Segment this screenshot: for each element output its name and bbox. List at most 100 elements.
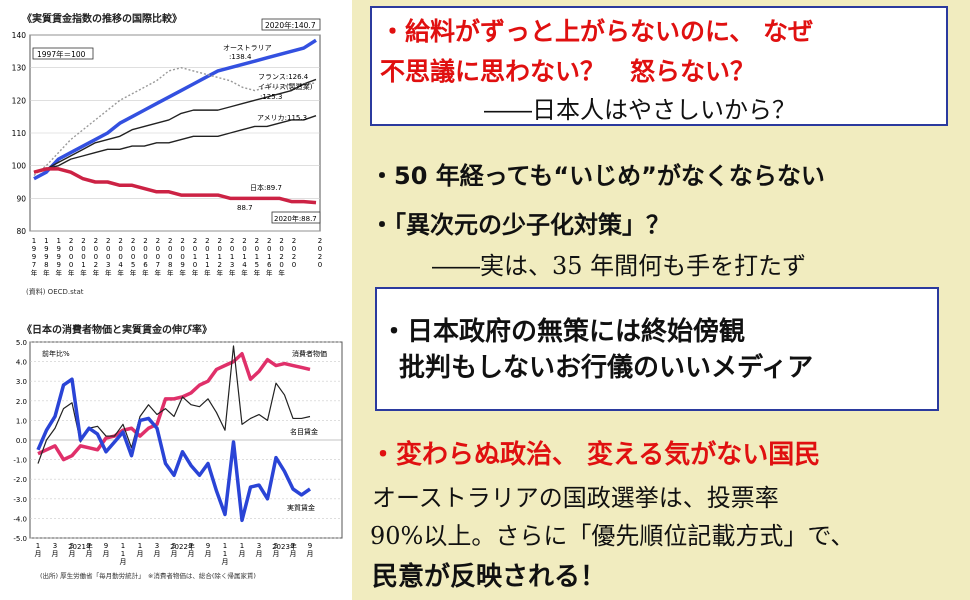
question-box: ・給料がずっと上がらないのに、 なぜ 不思議に思わない？ 怒らない？ ――日本人… <box>370 6 948 126</box>
chart2-ytick: -2.0 <box>13 476 27 484</box>
bullet-shoshika: ・「異次元の少子化対策」？ <box>370 211 670 239</box>
chart1-xtick-char: 0 <box>205 245 209 253</box>
label-real: 実質賃金 <box>287 503 315 512</box>
chart1-xtick-char: 0 <box>106 253 110 261</box>
chart1-xtick-char: 2 <box>180 237 184 245</box>
chart1-xtick-char: 6 <box>267 261 272 269</box>
chart2-lines <box>36 345 311 523</box>
chart1-badge-top-text: 2020年:140.7 <box>265 20 316 30</box>
chart1-xtick-char: 9 <box>57 245 61 253</box>
chart1-xtick-char: 1 <box>255 253 259 261</box>
chart1-xtick-char: 2 <box>81 237 85 245</box>
chart1-xtick-year: 年 <box>80 268 87 277</box>
chart1-badge-bottom-text: 2020年:88.7 <box>274 214 317 223</box>
chart2-xtick: 3月 <box>52 542 59 558</box>
chart1-xtick-char: 0 <box>180 245 184 253</box>
chart1-xtick-char: 2 <box>279 237 283 245</box>
chart1-xtick-char: 2 <box>69 237 73 245</box>
chart2-year-label: 2021年 <box>68 542 93 551</box>
chart1-xtick-char: 4 <box>242 261 247 269</box>
chart1-ytick: 110 <box>12 129 27 138</box>
question-line-1: ・給料がずっと上がらないのに、 なぜ <box>380 17 813 46</box>
chart1-xtick-char: 0 <box>156 253 160 261</box>
chart1-badge-bottom <box>271 211 321 224</box>
chart2-xtick-char: 月 <box>205 550 212 558</box>
chart2-xtick-char: 月 <box>273 550 280 558</box>
chart1-xtick-char: 2 <box>292 253 296 261</box>
chart1-ytick: 120 <box>12 96 27 105</box>
chart1-xtick-year: 年 <box>56 268 63 277</box>
chart1-series-line <box>33 78 317 173</box>
chart2-xtick-char: 月 <box>69 550 76 558</box>
chart1-xtick-char: 2 <box>292 237 296 245</box>
chart1-xtick-char: 0 <box>81 253 85 261</box>
chart2-xtick-char: 9 <box>308 542 312 550</box>
chart2-xtick-char: 7 <box>189 542 193 550</box>
chart1-xtick-char: 9 <box>32 245 36 253</box>
chart2-ytick: 1.0 <box>16 417 27 425</box>
chart1-xtick-char: 0 <box>168 253 172 261</box>
chart1-grid <box>30 34 320 232</box>
chart2-xtick: 3月 <box>154 542 161 558</box>
chart2-year-label: 2022年 <box>170 542 195 551</box>
chart2-xtick-char: 1 <box>223 542 227 550</box>
chart1-xtick-char: 0 <box>94 253 98 261</box>
chart1-xtick-char: 2 <box>318 253 322 261</box>
chart1-xtick-char: 2 <box>94 261 98 269</box>
media-line-2: 批判もしないお行儀のいいメディア <box>399 353 814 383</box>
chart2-ytick: 5.0 <box>16 339 27 347</box>
chart1-xtick-char: 1 <box>57 237 61 245</box>
chart1-xtick-char: 2 <box>230 237 234 245</box>
chart1-xtick-year: 年 <box>68 268 75 277</box>
chart2-xtick-char: 9 <box>206 542 210 550</box>
chart1-series-line <box>33 167 317 205</box>
chart2-xtick-char: 9 <box>104 542 108 550</box>
chart2-xtick-char: 3 <box>257 542 261 550</box>
chart1-ytick: 140 <box>12 31 27 40</box>
chart2-xtick: 1月 <box>35 542 42 558</box>
label-uk-val: :125.3 <box>260 93 282 101</box>
chart2-xtick: 11月 <box>120 542 127 566</box>
chart1-xtick-char: 2 <box>205 237 209 245</box>
chart2-xtick-char: 月 <box>239 550 246 558</box>
chart1-xtick-year: 年 <box>31 268 38 277</box>
chart2-source: (出所) 厚生労働省「毎月勤労統計」 ※消費者物価は、総合(除く帰属家賃) <box>40 571 256 580</box>
chart1-ytick: 130 <box>12 64 27 73</box>
chart2-xtick-char: 月 <box>154 550 161 558</box>
chart2-y-ticks: 5.0 4.0 3.0 2.0 1.0 0.0 -1.0 -2.0 -3.0 -4.0 -5.0 <box>13 339 27 543</box>
chart1-xtick-char: 0 <box>106 245 110 253</box>
chart1-xtick: 2020年 <box>278 237 285 277</box>
chart1-xtick-char: 1 <box>230 253 234 261</box>
chart2-series-line <box>36 377 311 523</box>
chart1-xtick-year: 年 <box>254 268 261 277</box>
chart1-xtick-char: 0 <box>242 245 246 253</box>
chart2-ytick: -5.0 <box>13 535 27 543</box>
chart1-xtick-char: 7 <box>156 261 160 269</box>
label-australia-val: :138.4 <box>229 53 252 61</box>
chart2-ytick: -4.0 <box>13 515 27 523</box>
chart1-xtick-char: 9 <box>44 245 48 253</box>
chart2-xtick-char: 5 <box>70 542 74 550</box>
chart1-xtick-char: 8 <box>44 261 48 269</box>
chart2-xtick: 1月 <box>239 542 246 558</box>
chart1-xtick-end: 2020 <box>318 237 322 269</box>
chart1-xtick-char: 1 <box>205 253 209 261</box>
label-us: アメリカ:115.3 <box>257 114 307 122</box>
chart2-xtick: 3月 <box>256 542 263 558</box>
chart1-xtick-char: 9 <box>180 261 184 269</box>
chart1-xtick-char: 0 <box>168 245 172 253</box>
chart2-xtick-char: 月 <box>222 558 229 566</box>
chart2-xtick-char: 月 <box>52 550 59 558</box>
chart1-xtick-char: 0 <box>118 253 122 261</box>
chart1-xtick-char: 9 <box>57 253 61 261</box>
chart2-xtick-char: 1 <box>138 542 142 550</box>
chart1-xtick-char: 0 <box>267 245 271 253</box>
chart1-xtick-year: 年 <box>155 268 162 277</box>
chart1-xtick-char: 2 <box>217 261 221 269</box>
chart1-xtick-year: 年 <box>105 268 112 277</box>
